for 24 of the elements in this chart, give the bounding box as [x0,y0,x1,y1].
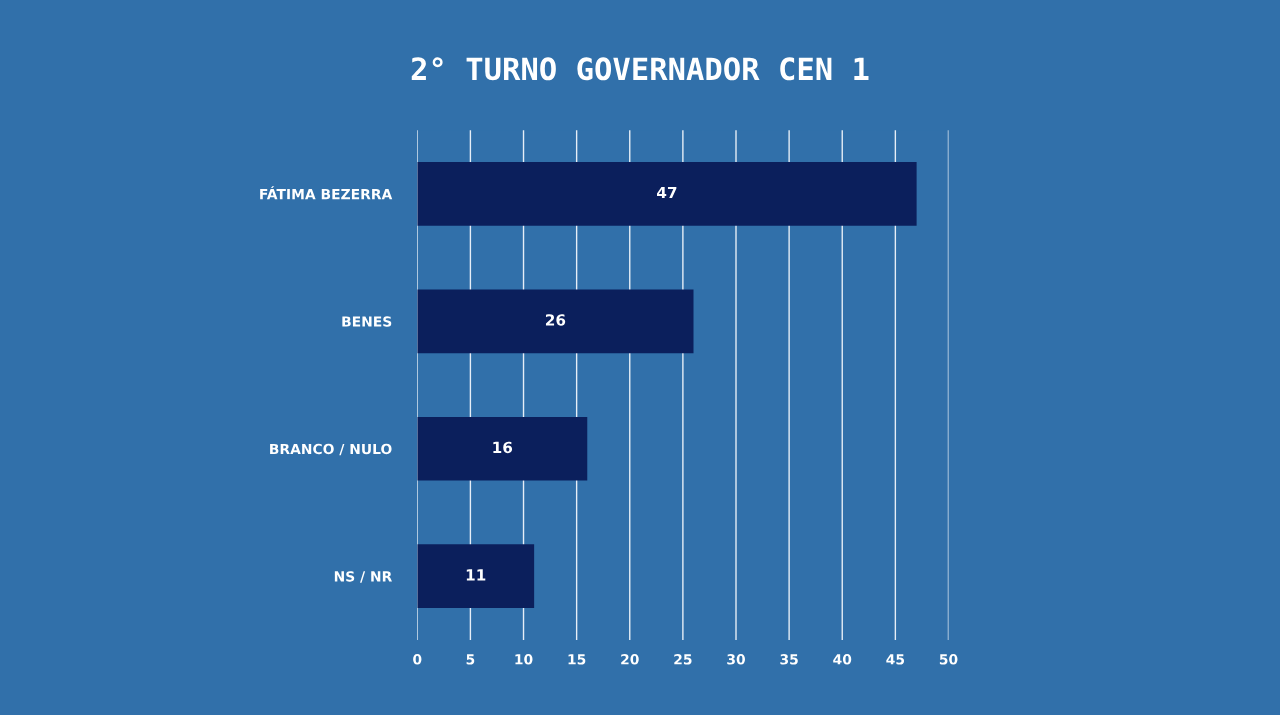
data-label: 47 [657,186,677,199]
x-tick-label: 45 [886,654,905,665]
bar [417,544,535,609]
bar [417,161,917,226]
x-tick-label: 35 [780,654,798,665]
x-tick-label: 50 [939,654,958,665]
y-tick-label: BENES [342,316,392,327]
y-tick-label: BRANCO / NULO [270,443,392,456]
y-tick-label: FÁTIMA BEZERRA [260,186,393,200]
x-tick-label: 0 [413,654,422,665]
x-tick-label: 15 [568,654,586,665]
data-label: 16 [493,441,513,454]
x-tick-label: 25 [674,654,692,665]
x-tick-label: 20 [621,654,639,665]
x-tick-label: 40 [833,654,852,665]
x-tick-label: 5 [466,654,475,665]
bar [417,289,694,354]
data-label: 11 [466,569,486,581]
y-tick-label: NS / NR [334,571,392,583]
data-label: 26 [545,314,566,326]
chart-title: 2° TURNO GOVERNADOR CEN 1 [411,57,869,81]
x-tick-label: 10 [515,654,533,665]
x-tick-label: 30 [727,654,745,665]
bar [417,416,588,481]
